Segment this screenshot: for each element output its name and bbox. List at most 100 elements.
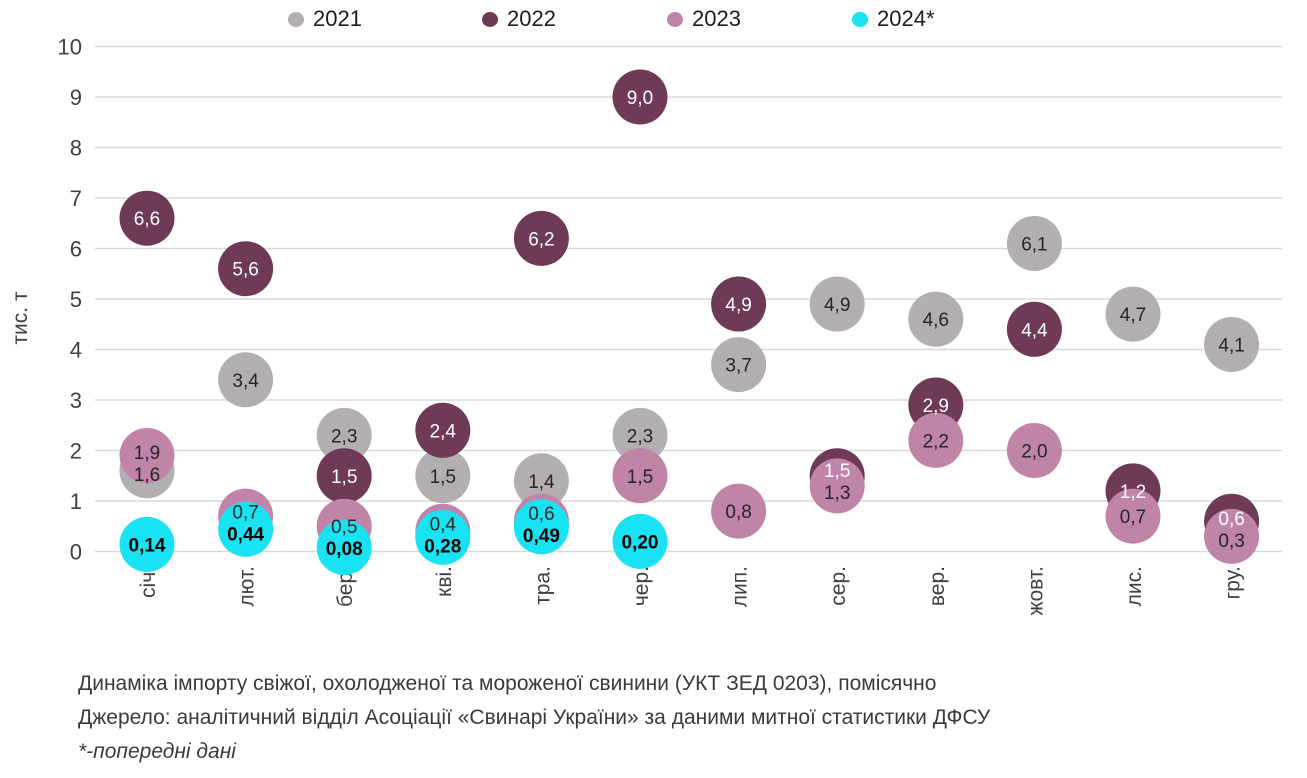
legend-label: 2023 bbox=[692, 6, 741, 31]
chart-legend: 2021 2022 2023 2024* bbox=[0, 6, 1307, 38]
bubble-label: 1,5 bbox=[430, 467, 456, 488]
y-tick-label: 4 bbox=[70, 338, 82, 363]
x-tick-label: вер. bbox=[926, 566, 949, 606]
legend-item-2022: 2022 bbox=[482, 6, 556, 32]
bubble-label: 3,7 bbox=[725, 356, 751, 377]
bubble-2023-лип. bbox=[711, 483, 767, 539]
bubble-2022-січ. bbox=[119, 190, 175, 246]
bubble-label: 4,1 bbox=[1218, 335, 1244, 356]
bubble-label: 0,7 bbox=[232, 503, 258, 524]
bubble-label: 4,7 bbox=[1120, 305, 1146, 326]
caption-source: Джерело: аналітичний відділ Асоціації «С… bbox=[78, 706, 991, 729]
bubble-label: 2,9 bbox=[923, 396, 949, 417]
bubble-label: 1,5 bbox=[627, 467, 653, 488]
bubble-2024-чер. bbox=[612, 513, 668, 569]
bubble-2022-жовт. bbox=[1006, 301, 1062, 357]
y-tick-label: 7 bbox=[70, 186, 82, 211]
y-tick-label: 3 bbox=[70, 388, 82, 413]
bubble-2022-бер. bbox=[316, 448, 372, 504]
y-tick-label: 0 bbox=[70, 540, 82, 565]
bubble-2021-лют. bbox=[218, 352, 274, 408]
bubble-label: 5,6 bbox=[232, 260, 258, 281]
x-tick-label: тра. bbox=[531, 566, 554, 605]
bubble-label: 6,1 bbox=[1021, 234, 1047, 255]
bubble-label: 6,6 bbox=[134, 209, 160, 230]
x-tick-label: сер. bbox=[827, 566, 850, 606]
bubble-2023-гру. bbox=[1204, 508, 1260, 564]
bubble-2021-лис. bbox=[1105, 286, 1161, 342]
bubble-2024-тра. bbox=[513, 499, 569, 555]
bubble-label: 0,44 bbox=[227, 525, 264, 546]
bubble-label: 2,3 bbox=[627, 426, 653, 447]
bubble-2022-чер. bbox=[612, 69, 668, 125]
y-axis-title: тис. т bbox=[9, 291, 32, 345]
bubble-2022-лип. bbox=[711, 276, 767, 332]
chart-caption: Динаміка імпорту свіжої, охолодженої та … bbox=[78, 667, 990, 769]
bubble-2021-лип. bbox=[711, 337, 767, 393]
bubble-2021-сер. bbox=[809, 276, 865, 332]
bubble-label: 9,0 bbox=[627, 88, 653, 109]
x-tick-label: чер. bbox=[630, 566, 653, 606]
bubble-label: 1,9 bbox=[134, 443, 160, 464]
bubble-label: 4,9 bbox=[824, 295, 850, 316]
bubble-label: 4,9 bbox=[725, 295, 751, 316]
bubble-label: 0,5 bbox=[331, 517, 357, 538]
bubble-2024-кві. bbox=[415, 509, 471, 565]
x-tick-label: гру. bbox=[1222, 566, 1245, 599]
bubble-2023-жовт. bbox=[1006, 423, 1062, 478]
bubble-2021-чер. bbox=[612, 407, 668, 463]
bubble-label: 0,08 bbox=[326, 539, 363, 560]
bubble-2024-січ. bbox=[119, 516, 175, 572]
bubble-label: 4,4 bbox=[1021, 320, 1048, 341]
bubble-2021-кві. bbox=[415, 448, 471, 504]
bubble-label: 2,2 bbox=[923, 431, 949, 452]
bubble-2024-бер. bbox=[316, 519, 372, 575]
bubble-2024-лют. bbox=[218, 501, 274, 557]
bubble-label: 0,6 bbox=[528, 504, 554, 525]
bubble-label: 1,5 bbox=[331, 467, 357, 488]
legend-dot-icon bbox=[852, 11, 868, 27]
x-tick-label: лис. bbox=[1123, 566, 1146, 606]
y-tick-label: 10 bbox=[58, 35, 82, 60]
x-tick-label: лип. bbox=[729, 566, 752, 607]
bubble-label: 1,4 bbox=[528, 472, 555, 493]
bubble-label: 2,0 bbox=[1021, 442, 1047, 463]
legend-label: 2024* bbox=[877, 6, 935, 31]
legend-item-2023: 2023 bbox=[667, 6, 741, 32]
bubble-label: 1,5 bbox=[824, 461, 850, 482]
y-tick-label: 1 bbox=[70, 489, 82, 514]
bubble-2021-бер. bbox=[316, 407, 372, 463]
x-tick-label: січ. bbox=[137, 566, 160, 598]
y-tick-label: 2 bbox=[70, 439, 82, 464]
legend-item-2024: 2024* bbox=[852, 6, 935, 32]
bubble-2022-лют. bbox=[218, 241, 274, 297]
bubble-label: 6,2 bbox=[528, 229, 554, 250]
bubble-label: 0,6 bbox=[1218, 509, 1244, 530]
bubble-2023-вер. bbox=[908, 412, 964, 468]
bubble-label: 0,8 bbox=[725, 502, 751, 523]
bubble-label: 0,7 bbox=[1120, 507, 1146, 528]
bubble-2021-гру. bbox=[1204, 316, 1260, 372]
legend-dot-icon bbox=[667, 11, 683, 27]
bubble-2021-вер. bbox=[908, 291, 964, 347]
bubble-2022-кві. bbox=[415, 402, 471, 458]
legend-label: 2022 bbox=[507, 6, 556, 31]
y-tick-label: 9 bbox=[70, 85, 82, 110]
x-tick-label: лют. bbox=[236, 566, 259, 607]
bubble-2022-тра. bbox=[513, 210, 569, 266]
x-tick-label: кві. bbox=[433, 566, 456, 597]
bubble-2023-січ. bbox=[119, 428, 175, 484]
x-tick-label: жовт. bbox=[1024, 566, 1047, 616]
legend-item-2021: 2021 bbox=[288, 6, 362, 32]
bubble-label: 1,6 bbox=[134, 465, 160, 486]
bubble-2023-сер. bbox=[809, 458, 865, 514]
legend-dot-icon bbox=[482, 11, 498, 27]
bubble-label: 0,3 bbox=[1218, 531, 1244, 552]
bubble-2023-чер. bbox=[612, 448, 668, 504]
bubble-2021-тра. bbox=[513, 453, 569, 509]
bubble-label: 2,4 bbox=[430, 421, 457, 442]
bubble-label: 2,3 bbox=[331, 426, 357, 447]
caption-title: Динаміка імпорту свіжої, охолодженої та … bbox=[78, 672, 937, 695]
caption-footnote: *-попередні дані bbox=[78, 740, 236, 763]
